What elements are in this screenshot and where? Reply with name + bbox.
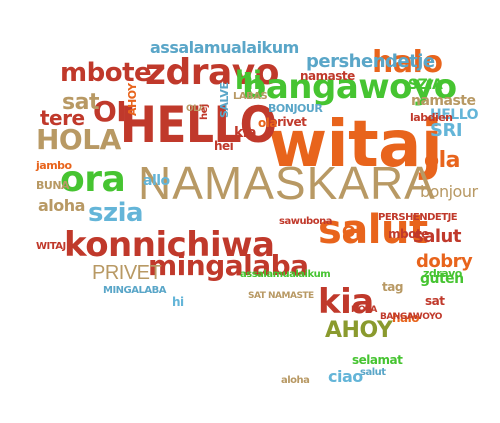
word-kia2: kia <box>234 125 257 141</box>
word-witaj: witaj <box>268 108 443 182</box>
word-hei: hei <box>214 139 234 153</box>
word-szia2: SZIA <box>408 77 443 93</box>
word-namaste2: namaste <box>300 69 355 83</box>
word-zdravo2: zdravo <box>423 267 462 280</box>
word-hola: HOLA <box>36 123 121 156</box>
word-aloha: aloha <box>38 196 85 215</box>
word-bangawoyo: bangawoyo <box>242 67 457 107</box>
word-buna: BUNA <box>36 179 70 192</box>
word-tere: tere <box>40 106 85 130</box>
word-oi: OI <box>93 95 127 128</box>
word-halo: halo <box>372 45 443 80</box>
word-ola3: OLA <box>186 104 205 114</box>
word-tag: tag <box>382 280 403 294</box>
word-guten: guten <box>420 271 464 287</box>
word-hi: hi <box>235 66 262 96</box>
word-salve-vertical: SALVE <box>218 82 231 118</box>
word-jambo: jambo <box>36 159 72 172</box>
word-sri: SRI <box>430 120 463 141</box>
word-dobry: dobry <box>416 251 473 272</box>
word-hello: HELLO <box>120 96 277 154</box>
word-allo: allo <box>143 173 170 189</box>
word-kia: kia <box>318 282 374 322</box>
word-selamat: selamat <box>352 353 403 367</box>
word-mbote: mbote <box>60 58 152 88</box>
word-sat-namaste: SAT NAMASTE <box>248 291 314 301</box>
word-namaskara: NAMASKARA <box>138 157 436 209</box>
word-ahoy-vertical: AHOY <box>126 83 139 116</box>
word-assalamualaikum: assalamualaikum <box>150 38 299 57</box>
word-hej-vertical: hej <box>199 104 210 120</box>
word-sat2: sat <box>425 294 445 308</box>
word-szia: szia <box>88 198 144 228</box>
word-namaste: namaste <box>411 93 476 109</box>
word-pershendetje2: PERSHENDETJE <box>378 212 458 223</box>
word-konnichiwa: konnichiwa <box>64 225 275 265</box>
word-privet: PRIVET <box>92 262 162 284</box>
word-salut2: salut <box>413 226 461 247</box>
word-hello2: HELLO <box>430 107 479 123</box>
word-mbote2: mbote <box>388 227 429 241</box>
word-aloha2: aloha <box>281 375 310 386</box>
word-witaj2: WITAJ <box>36 241 66 252</box>
word-hi2: hi <box>172 295 184 309</box>
word-sawubona: sawubona <box>279 216 332 227</box>
word-ahoy: AHOY <box>325 318 393 343</box>
word-pershendetje: pershendetje <box>306 51 435 72</box>
word-salut3: salut <box>360 367 386 378</box>
word-sat: sat <box>62 90 99 115</box>
word-privet2: privet <box>269 115 307 129</box>
word-salut: salut <box>318 207 428 253</box>
word-halo2: halo <box>392 311 420 325</box>
word-bonjour2: BONJOUR <box>268 102 323 115</box>
word-labdien: labdien <box>410 111 453 124</box>
word-ola2: ola <box>258 116 277 130</box>
word-ciao: ciao <box>328 367 363 386</box>
word-zdravo: zdravo <box>145 52 279 93</box>
word-hola2: HOLA <box>351 305 377 315</box>
word-ora: ora <box>60 159 126 200</box>
word-mingalaba: mingalaba <box>148 249 309 282</box>
word-oi2: OI <box>342 222 361 241</box>
word-mingalaba2: MINGALABA <box>103 285 166 296</box>
word-ola: ola <box>424 148 461 173</box>
word-assalamualaikum2: assalamualaikum <box>240 269 331 280</box>
word-bonjour: bonjour <box>420 182 478 201</box>
word-bangawoyo2: BANGAWOYO <box>380 312 442 322</box>
word-labas: LABAS <box>233 91 268 102</box>
